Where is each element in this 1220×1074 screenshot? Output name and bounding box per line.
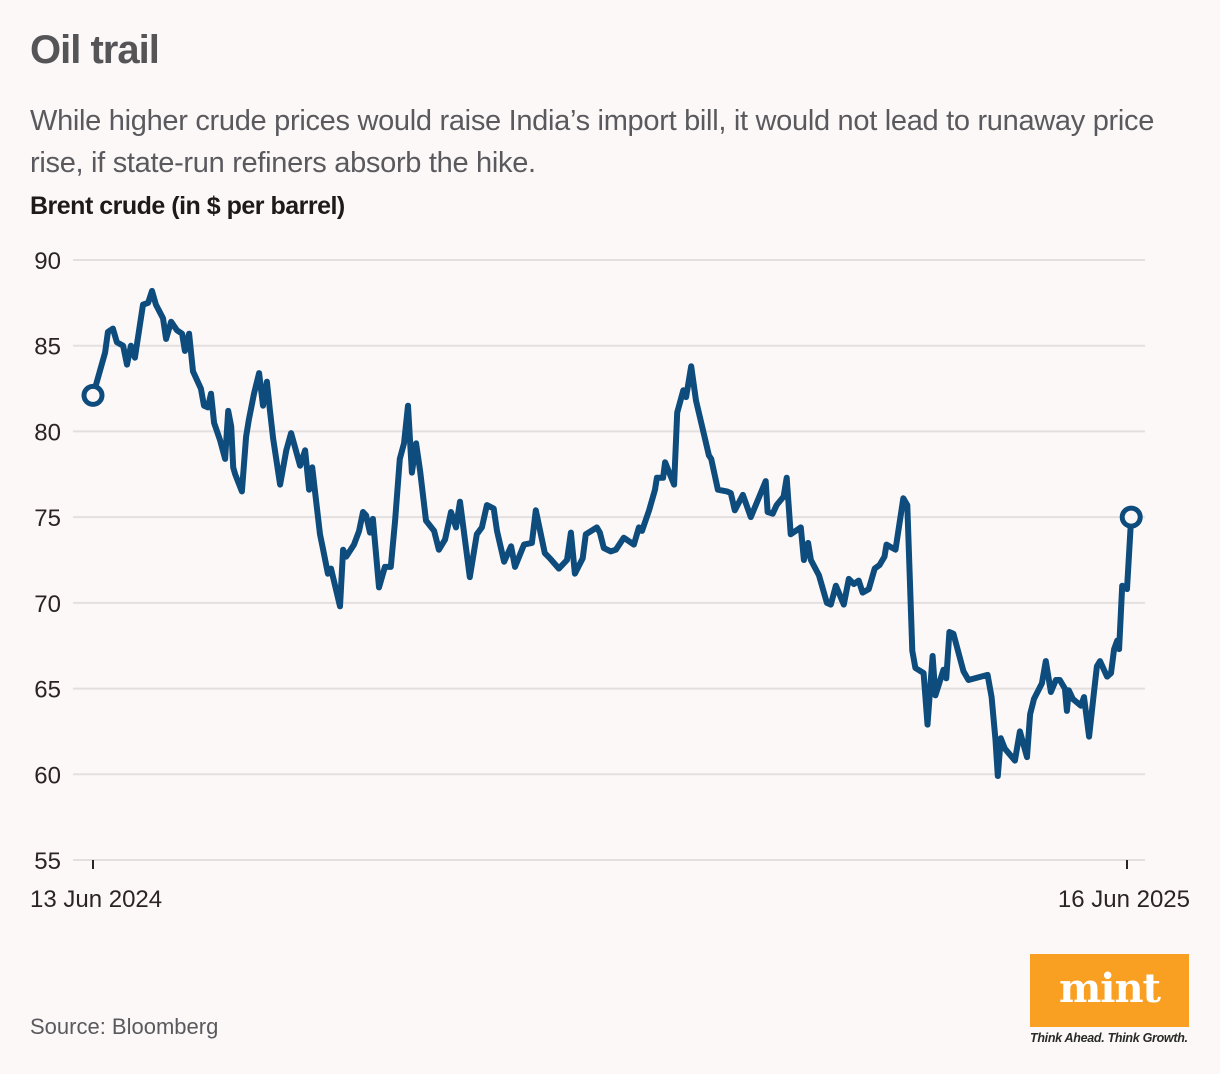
y-tick-label: 80 (34, 419, 61, 446)
line-chart: 55 60 65 70 75 80 85 90 13 Jun 2024 16 Jun 2025 (30, 248, 1190, 913)
series-line-brent-crude (90, 287, 1135, 779)
source-note: Source: Bloomberg (30, 1014, 219, 1039)
logo-tagline: Think Ahead. Think Growth. (1030, 1031, 1188, 1045)
x-axis: 13 Jun 2024 16 Jun 2025 (30, 860, 1190, 913)
chart-title: Oil trail (30, 28, 160, 72)
y-tick-label: 90 (34, 248, 61, 275)
y-tick-label: 75 (34, 505, 61, 532)
mint-logo: mint (1030, 954, 1189, 1027)
y-tick-label: 55 (34, 848, 61, 875)
y-tick-label: 60 (34, 762, 61, 789)
x-tick-label-start: 13 Jun 2024 (30, 886, 162, 913)
mint-logo-text: mint (1058, 965, 1161, 1012)
y-tick-label: 65 (34, 677, 61, 704)
y-tick-label: 70 (34, 591, 61, 618)
chart-subtitle: While higher crude prices would raise In… (30, 105, 1155, 179)
y-axis-ticks: 55 60 65 70 75 80 85 90 (34, 248, 61, 875)
unit-label: Brent crude (in $ per barrel) (30, 192, 345, 220)
gridlines (73, 259, 1145, 861)
y-tick-label: 85 (34, 334, 61, 361)
start-point-marker (81, 383, 105, 407)
end-point-marker (1119, 505, 1143, 529)
x-tick-label-end: 16 Jun 2025 (1058, 886, 1190, 913)
